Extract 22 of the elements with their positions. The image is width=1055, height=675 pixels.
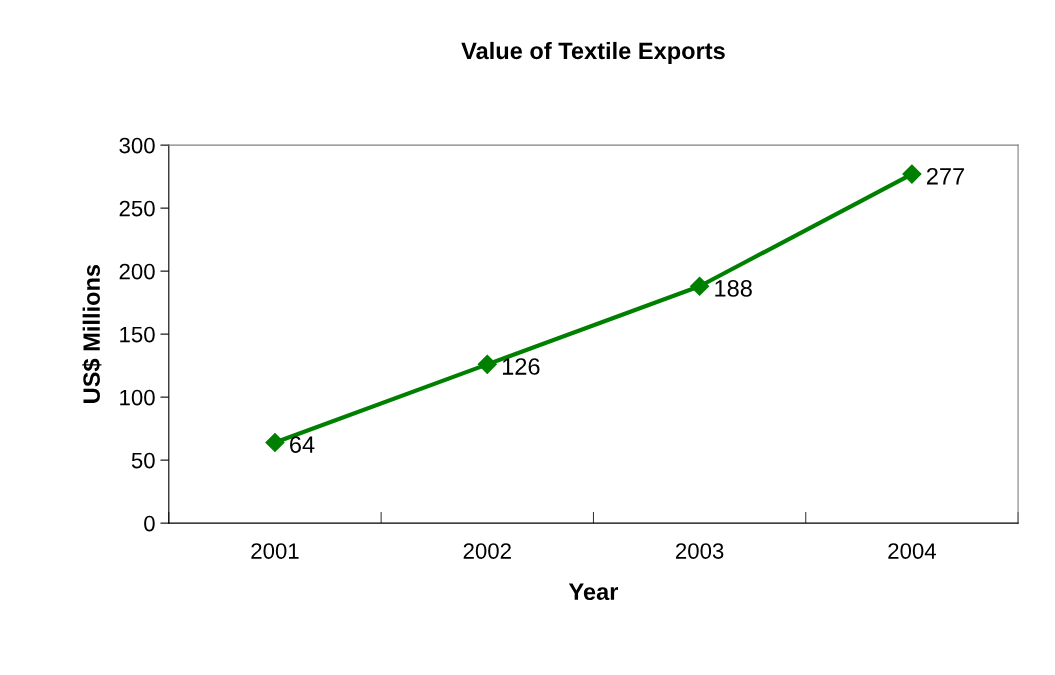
x-tick-label: 2001: [251, 543, 299, 559]
x-tick-label: 2002: [463, 543, 511, 559]
point: [902, 164, 922, 184]
y-tick-label: 300: [119, 137, 155, 154]
x-tick-label: 2003: [676, 543, 724, 559]
y-tick-label: 200: [119, 263, 155, 280]
chart-title: Value of Textile Exports: [461, 41, 725, 64]
y-tick-label: 150: [120, 326, 155, 343]
y-tick-label: 100: [120, 389, 155, 406]
data-label: 64: [290, 436, 315, 453]
point: [477, 354, 497, 374]
point: [690, 276, 710, 296]
data-label: 277: [926, 167, 965, 185]
y-tick-label: 250: [119, 200, 155, 217]
y-tick-label: 0: [144, 515, 155, 532]
data-label: 188: [715, 280, 752, 297]
y-axis-title: US$ Millions: [82, 264, 102, 403]
x-axis-title: Year: [568, 583, 619, 601]
data-label: 126: [502, 358, 540, 375]
point: [265, 432, 285, 453]
y-tick-label: 50: [131, 452, 155, 469]
x-tick-label: 2004: [888, 543, 936, 559]
